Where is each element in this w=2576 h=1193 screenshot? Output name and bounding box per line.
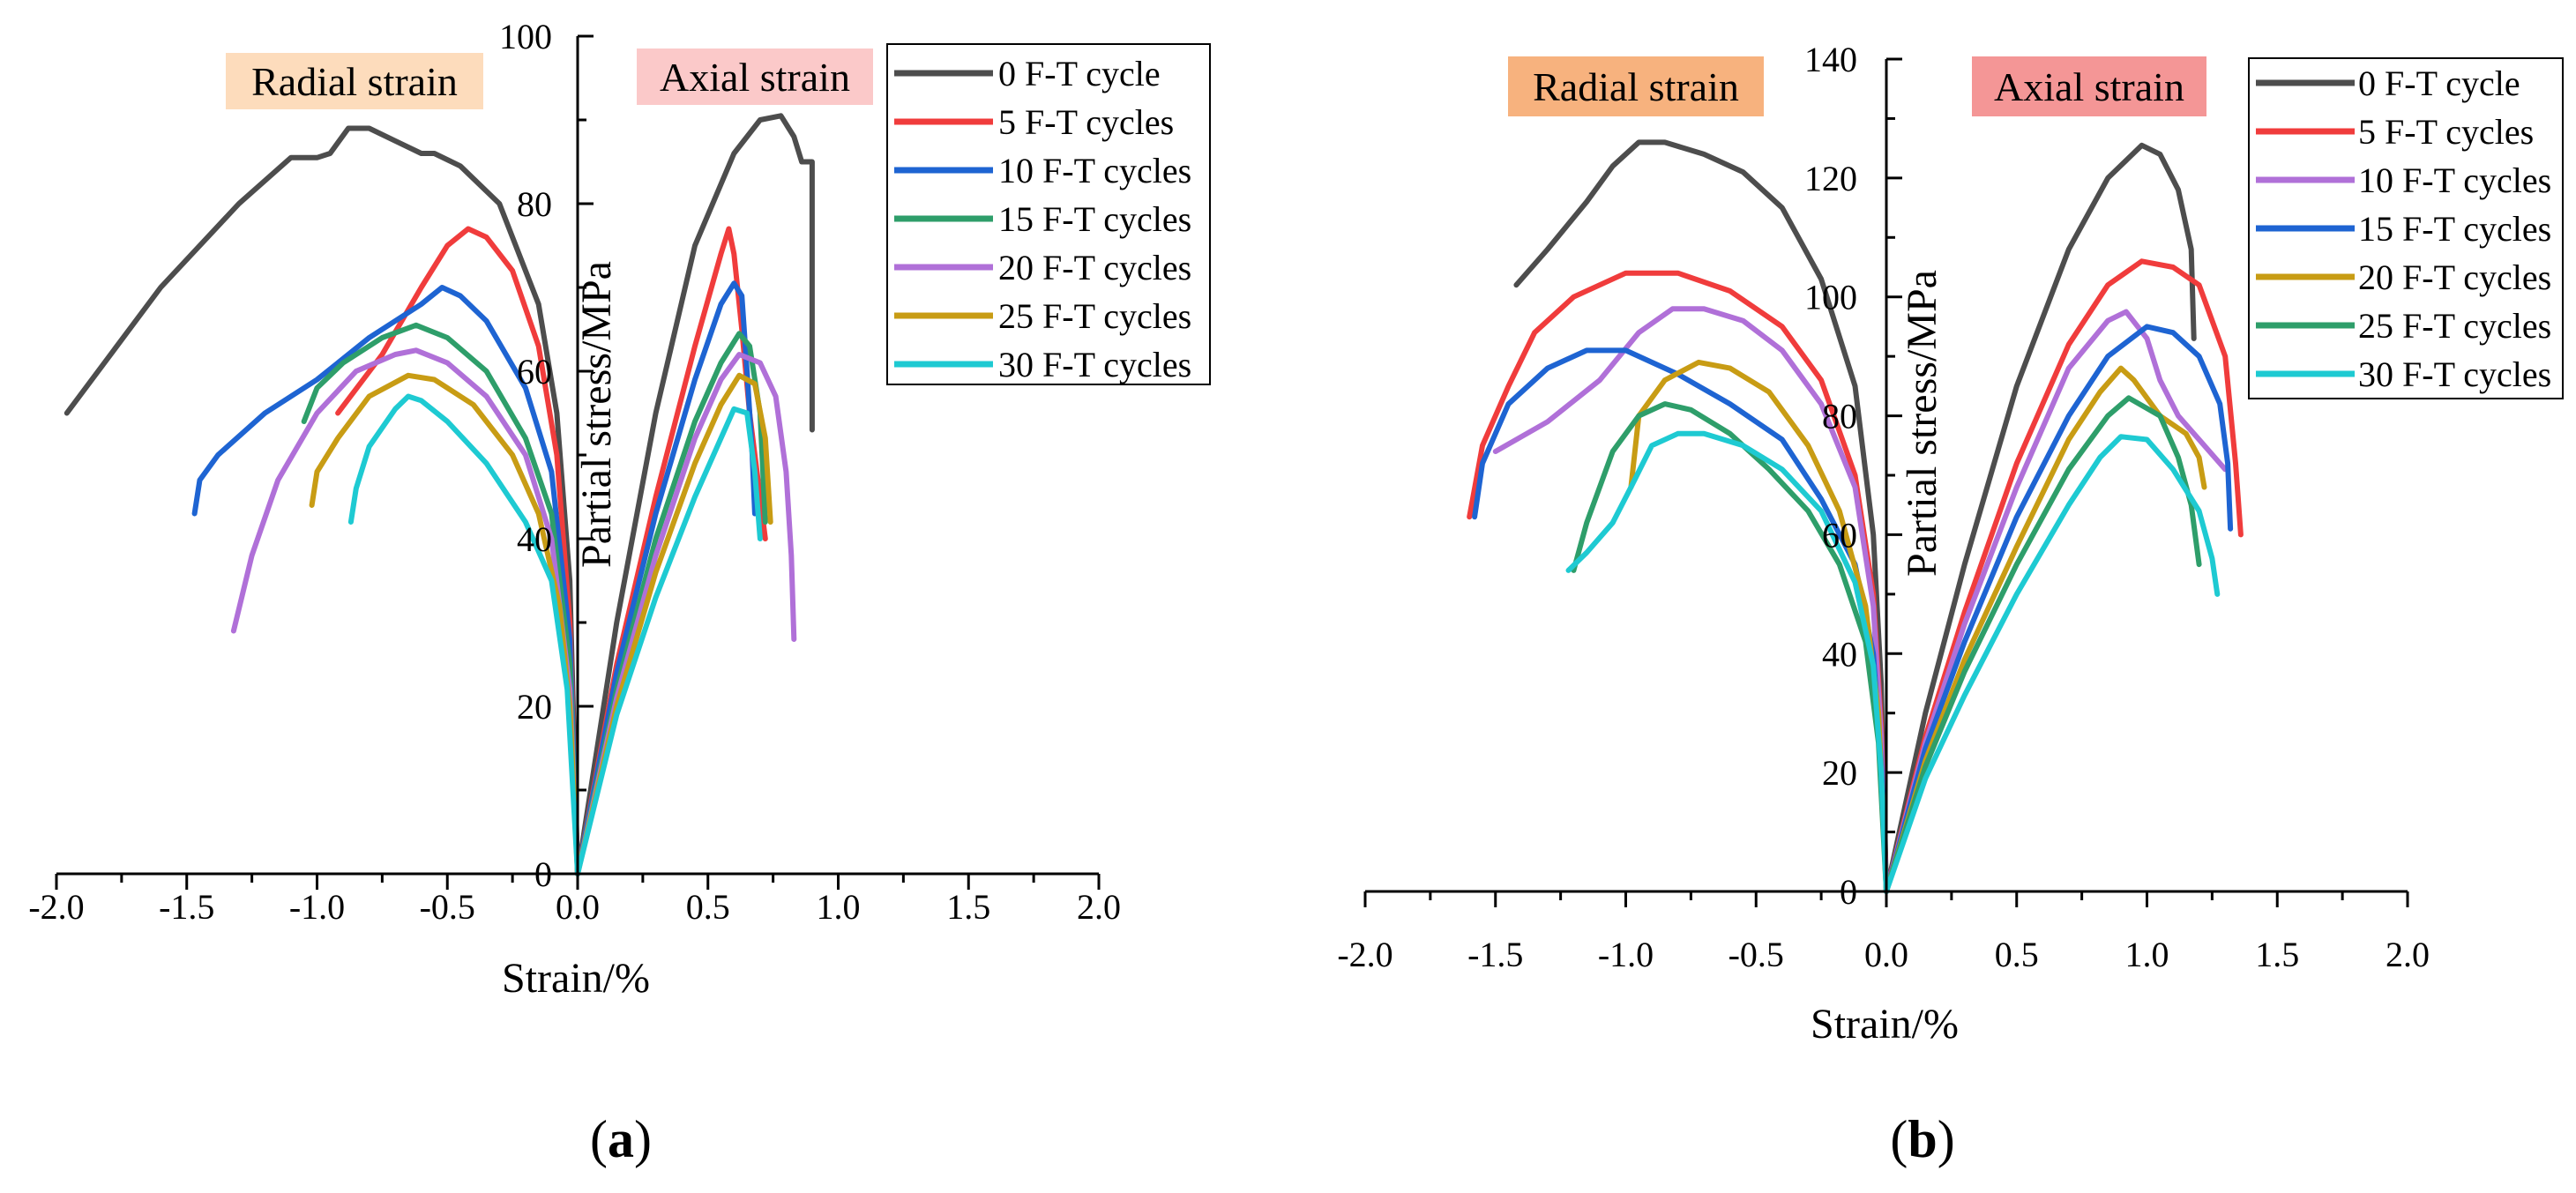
y-tick-label: 80 [517,184,552,224]
y-tick-label: 0 [1840,872,1857,912]
y-tick-label: 60 [517,352,552,391]
radial-strain-badge [1508,56,1764,116]
axial-strain-label: Axial strain [660,55,850,100]
x-tick-label: -0.5 [420,887,475,927]
panel-label: (b) [1890,1110,1954,1168]
x-axis-label: Strain/% [502,955,650,1002]
x-tick-label: 1.0 [2125,935,2169,974]
y-tick-label: 100 [499,17,552,56]
axial-strain-label: Axial strain [1994,64,2184,109]
axial-strain-badge [637,48,873,105]
x-tick-label: -1.0 [289,887,345,927]
legend-entry: 30 F-T cycles [998,345,1191,384]
axial-strain-badge [1972,56,2206,116]
radial-strain-label: Radial strain [251,59,458,104]
panel-a: Radial strain Axial strain -2.0 -1.5 -1.0 -0.… [28,17,1211,1168]
series-line-0 [1513,139,2197,894]
series-line-5 [309,372,773,876]
series-line-0 [63,113,815,876]
series-line-3 [301,322,768,876]
x-tick-label: 2.0 [1077,887,1121,927]
y-axis-label: Partial stress/MPa [573,261,620,568]
legend-entry: 5 F-T cycles [998,102,1174,142]
x-tick-label: 0.0 [556,887,600,927]
legend-entry: 0 F-T cycle [998,54,1161,93]
legend-entry: 25 F-T cycles [2358,306,2551,346]
panel-label: (a) [590,1110,652,1168]
series-line-6 [1565,430,2221,894]
x-tick-label: -1.5 [1467,935,1523,974]
y-tick-label: 20 [1822,753,1857,793]
legend-entry: 15 F-T cycles [2358,209,2551,249]
legend-entry: 10 F-T cycles [2358,160,2551,200]
y-tick-label: 40 [517,519,552,559]
legend-entry: 10 F-T cycles [998,151,1191,190]
legend-entry: 20 F-T cycles [2358,257,2551,297]
legend-entry: 25 F-T cycles [998,296,1191,336]
legend-entry: 30 F-T cycles [2358,354,2551,394]
x-tick-label: -1.0 [1598,935,1654,974]
legend-entry: 20 F-T cycles [998,248,1191,287]
legend-entry: 5 F-T cycles [2358,112,2534,152]
legend-box [886,43,1211,385]
y-tick-label: 0 [534,854,552,894]
radial-strain-badge [226,53,483,109]
y-tick-label: 80 [1822,397,1857,436]
y-tick-label: 60 [1822,515,1857,555]
y-tick-label: 20 [517,687,552,727]
x-tick-label: 0.0 [1864,935,1908,974]
x-tick-label: -2.0 [1337,935,1393,974]
legend-entry: 15 F-T cycles [998,199,1191,239]
series-line-2 [191,280,758,876]
x-tick-label: -2.0 [28,887,84,927]
y-tick-label: 120 [1804,159,1857,198]
x-tick-label: 0.5 [1995,935,2039,974]
x-tick-label: 1.5 [946,887,990,927]
x-tick-label: -0.5 [1729,935,1784,974]
legend-entry: 0 F-T cycle [2358,63,2520,103]
x-tick-label: 0.5 [686,887,730,927]
x-tick-label: 1.5 [2255,935,2299,974]
panel-b: Radial strain Axial strain -2.0 -1.5 -1.0 -0.… [1337,40,2564,1168]
x-tick-label: 1.0 [817,887,861,927]
x-axis-label: Strain/% [1811,1001,1959,1048]
y-tick-label: 100 [1804,278,1857,317]
series-line-6 [347,393,763,876]
y-axis-label: Partial stress/MPa [1899,270,1945,577]
y-tick-label: 40 [1822,634,1857,674]
x-tick-label: 2.0 [2386,935,2430,974]
x-tick-label: -1.5 [159,887,214,927]
y-tick-label: 140 [1804,40,1857,79]
radial-strain-label: Radial strain [1533,64,1739,109]
